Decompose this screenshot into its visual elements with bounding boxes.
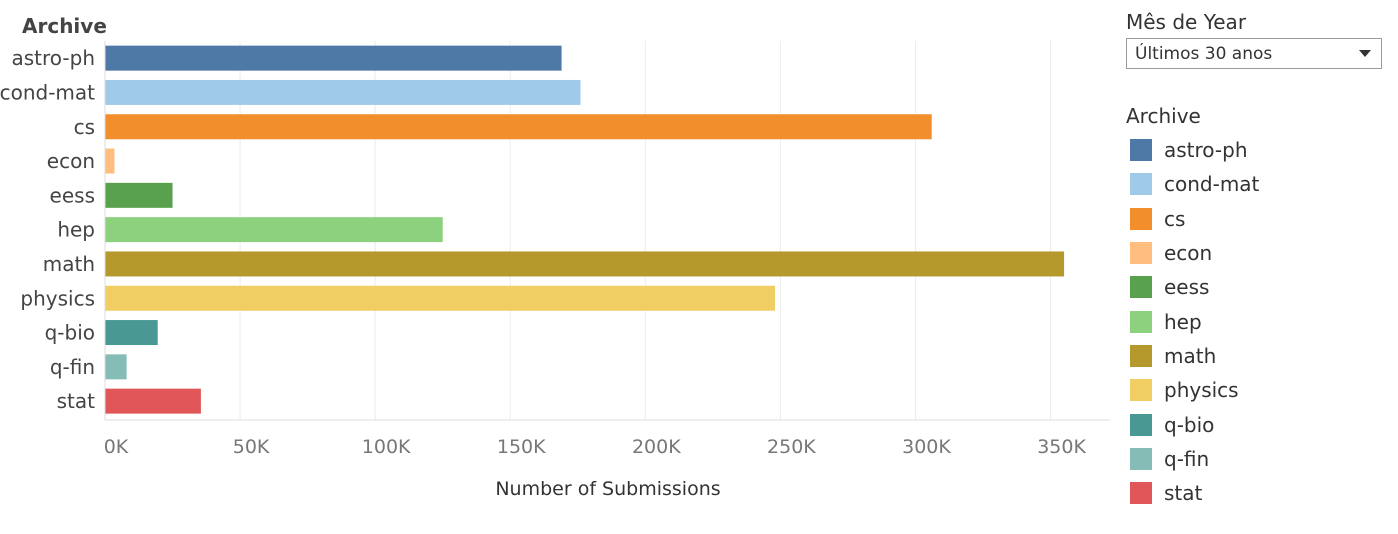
legend-swatch (1130, 276, 1152, 299)
bar-stat[interactable] (105, 388, 201, 414)
legend-swatch (1130, 447, 1152, 470)
x-tick-label: 150K (497, 436, 546, 458)
legend-swatch (1130, 379, 1152, 402)
bar-cs[interactable] (105, 114, 932, 140)
side-panel: Mês de Year Últimos 30 anos Archive astr… (1126, 8, 1388, 510)
category-label: hep (57, 218, 95, 242)
bar-eess[interactable] (105, 182, 173, 208)
bar-q-fin[interactable] (105, 354, 127, 380)
chevron-down-icon[interactable] (1359, 50, 1371, 57)
category-label: q-bio (45, 321, 95, 345)
category-label: econ (47, 149, 95, 173)
bar-astro-ph[interactable] (105, 45, 562, 71)
legend-swatch (1130, 242, 1152, 265)
legend-label: physics (1164, 378, 1239, 403)
legend-item[interactable]: cs (1126, 202, 1388, 236)
legend-label: stat (1164, 481, 1203, 506)
bar-math[interactable] (105, 251, 1065, 277)
legend-item[interactable]: q-bio (1126, 407, 1388, 441)
category-label: stat (57, 389, 96, 413)
legend-item[interactable]: physics (1126, 373, 1388, 407)
bar-econ[interactable] (105, 148, 115, 174)
bars (105, 45, 1065, 414)
legend-label: math (1164, 343, 1217, 368)
x-axis-title: Number of Submissions (495, 478, 720, 500)
legend-label: q-fin (1164, 446, 1210, 471)
bar-cond-mat[interactable] (105, 79, 581, 105)
legend-swatch (1130, 139, 1152, 162)
legend-swatch (1130, 207, 1152, 230)
legend-swatch (1130, 310, 1152, 333)
legend-item[interactable]: cond-mat (1126, 167, 1388, 201)
legend-item[interactable]: stat (1126, 476, 1388, 510)
x-tick-label: 350K (1037, 436, 1086, 458)
category-label: cs (74, 115, 95, 139)
legend-swatch (1130, 482, 1152, 505)
x-tick-label: 0K (104, 436, 129, 458)
legend-item[interactable]: math (1126, 339, 1388, 373)
legend-swatch (1130, 173, 1152, 196)
category-label: astro-ph (12, 46, 96, 70)
category-label: math (43, 252, 95, 276)
category-label: eess (50, 183, 95, 207)
bar-physics[interactable] (105, 285, 775, 311)
legend-label: eess (1164, 275, 1210, 300)
legend-swatch (1130, 344, 1152, 367)
x-tick-label: 100K (362, 436, 411, 458)
legend: astro-ph cond-mat cs econ eess hep math physics… (1126, 133, 1388, 510)
legend-label: q-bio (1164, 412, 1215, 437)
legend-item[interactable]: q-fin (1126, 442, 1388, 476)
legend-item[interactable]: econ (1126, 236, 1388, 270)
x-tick-label: 250K (767, 436, 816, 458)
x-tick-label: 50K (233, 436, 270, 458)
category-label: q-fin (50, 355, 95, 379)
bar-q-bio[interactable] (105, 320, 158, 346)
category-label: physics (20, 286, 95, 310)
legend-item[interactable]: astro-ph (1126, 133, 1388, 167)
legend-label: cs (1164, 206, 1186, 231)
legend-title: Archive (1126, 104, 1201, 128)
legend-swatch (1130, 413, 1152, 436)
category-label: cond-mat (0, 80, 95, 104)
bar-hep[interactable] (105, 217, 443, 243)
x-tick-label: 200K (632, 436, 681, 458)
legend-item[interactable]: eess (1126, 270, 1388, 304)
row-header: Archive (22, 14, 107, 38)
legend-item[interactable]: hep (1126, 304, 1388, 338)
category-labels: astro-ph cond-mat cs econ eess hep math physics… (0, 46, 95, 413)
x-axis: 0K 50K 100K 150K 200K 250K 300K 350K (104, 41, 1110, 458)
legend-label: econ (1164, 241, 1213, 266)
legend-label: cond-mat (1164, 172, 1260, 197)
bar-chart: Archive astro-ph cond-mat cs econ eess hep mat… (0, 14, 1110, 500)
legend-label: hep (1164, 309, 1202, 334)
year-filter-dropdown[interactable]: Últimos 30 anos (1126, 38, 1382, 69)
x-tick-label: 300K (902, 436, 951, 458)
legend-label: astro-ph (1164, 138, 1248, 163)
filter-title: Mês de Year (1126, 10, 1247, 34)
dropdown-value: Últimos 30 anos (1135, 43, 1273, 64)
